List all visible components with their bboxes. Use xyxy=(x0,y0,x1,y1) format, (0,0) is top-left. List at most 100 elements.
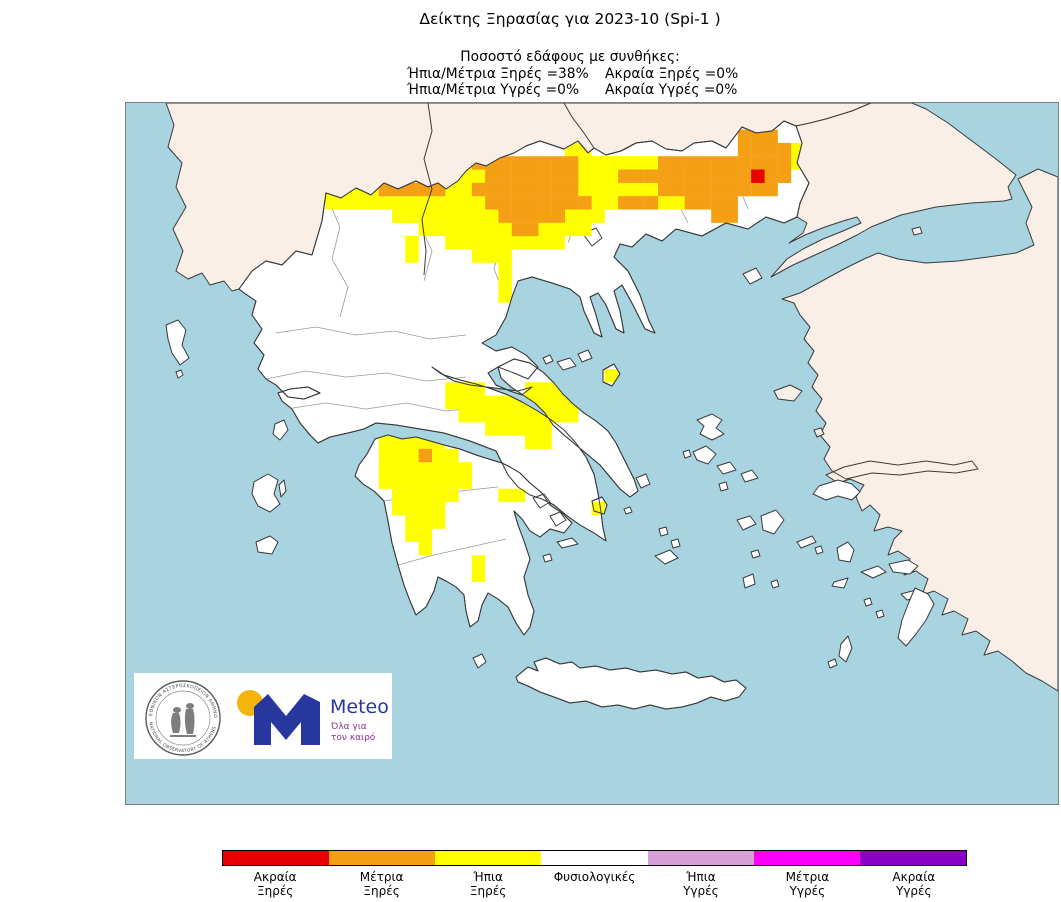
legend-label-4: Ήπια Υγρές xyxy=(683,870,719,898)
drought-cell-yellow xyxy=(485,209,499,223)
drought-cell-orange xyxy=(684,196,699,210)
drought-cell-orange xyxy=(485,182,499,197)
drought-cell-yellow xyxy=(471,169,486,183)
drought-cell-orange xyxy=(511,156,526,170)
drought-cell-yellow xyxy=(445,209,459,223)
legend-label-6: Ακραία Υγρές xyxy=(892,870,936,898)
makronisos-island xyxy=(635,473,651,489)
drought-cell-orange xyxy=(578,196,592,210)
drought-cell-orange xyxy=(724,182,738,197)
drought-cell-yellow xyxy=(498,289,512,303)
logo-panel: ΕΘΝΙΚΟΝ ΑΣΤΕΡΟΣΚΟΠΕΙΟΝ ΑΘΗΝΩΝ NATIONAL O… xyxy=(134,673,392,759)
drought-cell-yellow xyxy=(338,196,353,210)
drought-cell-orange xyxy=(551,196,566,210)
drought-cell-orange xyxy=(525,222,539,237)
drought-cell-orange xyxy=(538,156,552,170)
drought-cell-orange xyxy=(525,156,539,170)
marmara-island xyxy=(911,226,923,236)
drought-cell-yellow xyxy=(418,541,433,556)
page-title: Δείκτης Ξηρασίας για 2023-10 (Spi-1 ) xyxy=(419,10,721,28)
drought-cell-orange xyxy=(538,196,552,210)
drought-cell-orange xyxy=(671,182,685,197)
drought-cell-yellow xyxy=(564,222,579,237)
drought-cell-orange xyxy=(525,196,539,210)
drought-cell-yellow xyxy=(352,196,366,210)
drought-cell-orange xyxy=(671,156,685,170)
drought-cell-orange xyxy=(751,182,765,197)
drought-cell-orange xyxy=(764,169,778,183)
drought-cell-yellow xyxy=(418,488,433,503)
stat-extreme-wet: Ακραία Υγρές =0% xyxy=(605,82,738,98)
drought-cell-orange xyxy=(498,196,512,210)
drought-cell-orange xyxy=(405,182,419,197)
drought-cell-yellow xyxy=(658,196,672,210)
drought-cell-yellow xyxy=(538,422,552,436)
drought-cell-orange xyxy=(711,182,725,197)
meteo-tagline-line2: τον καιρό xyxy=(331,732,376,743)
drought-cell-yellow xyxy=(445,462,459,476)
drought-cell-orange xyxy=(525,169,539,183)
drought-cell-yellow xyxy=(551,236,566,250)
agios-efstratios-island xyxy=(682,449,692,459)
nmacedonia-bulgaria-border xyxy=(563,103,595,149)
drought-cell-yellow xyxy=(564,209,579,223)
drought-cell-yellow xyxy=(578,156,592,170)
drought-cell-orange xyxy=(511,182,526,197)
drought-cell-yellow xyxy=(458,236,472,250)
drought-cell-yellow xyxy=(498,488,512,503)
drought-cell-yellow xyxy=(471,222,486,237)
drought-cell-orange xyxy=(498,156,512,170)
legend-swatch-3 xyxy=(541,851,648,865)
drought-cell-orange xyxy=(618,196,632,210)
legend-swatch-5 xyxy=(753,851,860,865)
drought-cell-orange xyxy=(724,169,738,183)
tinos-island xyxy=(716,461,737,475)
drought-cell-yellow xyxy=(551,222,566,237)
drought-cell-yellow xyxy=(431,502,446,516)
petalioi-island xyxy=(623,506,633,515)
drought-cell-yellow xyxy=(458,408,472,423)
drought-cell-yellow xyxy=(445,382,459,396)
drought-cell-yellow xyxy=(471,555,486,569)
drought-cell-orange xyxy=(511,196,526,210)
drought-cell-yellow xyxy=(431,475,446,489)
symi-island xyxy=(875,609,885,619)
drought-cell-yellow xyxy=(392,448,406,463)
drought-cell-orange xyxy=(511,222,526,237)
drought-cell-orange xyxy=(378,182,393,197)
stat-extreme-dry: Ακραία Ξηρές =0% xyxy=(605,66,739,82)
drought-cell-orange xyxy=(684,182,699,197)
kalymnos-island xyxy=(863,597,873,607)
drought-cell-yellow xyxy=(405,236,419,250)
drought-cell-orange xyxy=(751,156,765,170)
drought-cell-yellow xyxy=(498,422,512,436)
drought-cell-orange xyxy=(711,209,725,223)
drought-cell-yellow xyxy=(578,169,592,183)
legend-swatch-4 xyxy=(647,851,754,865)
drought-cell-yellow xyxy=(551,395,566,410)
drought-cell-orange xyxy=(711,196,725,210)
drought-cell-orange xyxy=(724,196,738,210)
drought-cell-yellow xyxy=(604,182,619,197)
drought-cell-yellow xyxy=(604,169,619,183)
drought-cell-orange xyxy=(697,182,712,197)
drought-cell-yellow xyxy=(498,249,512,263)
drought-cell-yellow xyxy=(431,448,446,463)
drought-cell-yellow xyxy=(511,422,526,436)
drought-cell-yellow xyxy=(538,222,552,237)
meteo-brand-text: Meteo xyxy=(330,696,389,718)
drought-cell-yellow xyxy=(525,408,539,423)
drought-cell-yellow xyxy=(392,462,406,476)
aegina-island xyxy=(549,511,567,527)
drought-cell-yellow xyxy=(418,515,433,529)
drought-cell-yellow xyxy=(498,395,512,410)
drought-cell-yellow xyxy=(405,488,419,503)
drought-cell-orange xyxy=(498,182,512,197)
anafi-island xyxy=(770,579,780,589)
drought-cell-yellow xyxy=(378,448,393,463)
samos-island xyxy=(888,559,919,575)
drought-cell-yellow xyxy=(392,502,406,516)
drought-cell-orange xyxy=(777,169,792,183)
drought-cell-yellow xyxy=(604,369,619,383)
drought-cell-yellow xyxy=(511,488,526,503)
